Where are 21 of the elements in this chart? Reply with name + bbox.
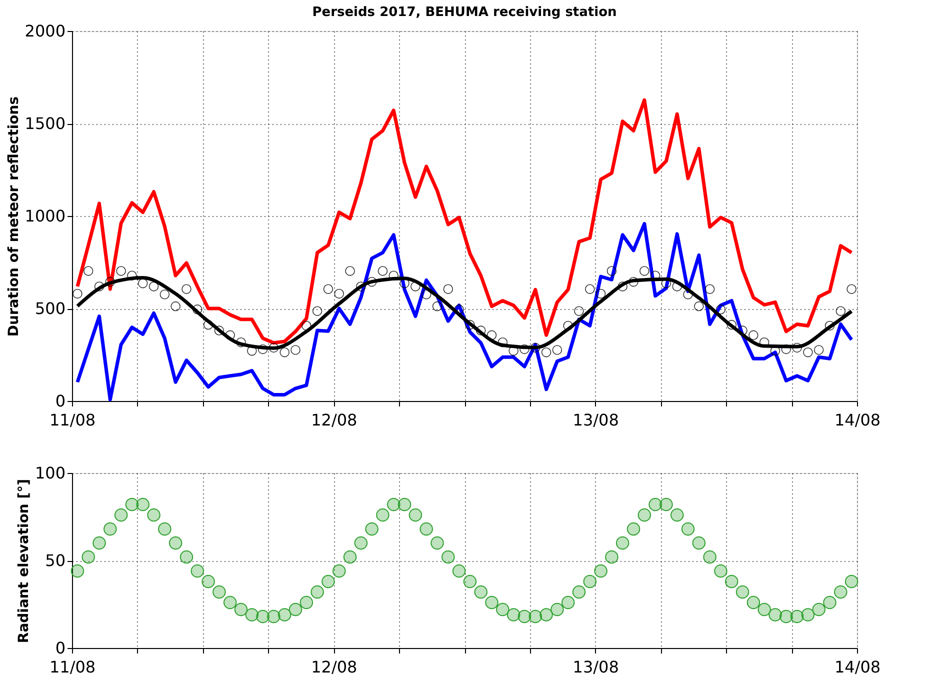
y-tick-label: 0 bbox=[55, 392, 66, 410]
x-tick-label: 14/08 bbox=[834, 410, 881, 430]
x-tick-label: 12/08 bbox=[311, 658, 358, 676]
x-tick-label: 11/08 bbox=[49, 410, 96, 430]
line-series bbox=[76, 222, 854, 402]
y-tick-label: 100 bbox=[34, 464, 66, 482]
x-tick-label: 12/08 bbox=[311, 410, 358, 430]
chart-title: Perseids 2017, BEHUMA receiving station bbox=[312, 5, 617, 20]
y-axis-title: Radiant elevation [°] bbox=[16, 478, 32, 644]
y-axis-title: Duration of meteor reflections bbox=[6, 96, 22, 337]
x-tick-label: 13/08 bbox=[572, 658, 619, 676]
y-tick-label: 2000 bbox=[24, 22, 66, 40]
y-tick-label: 1000 bbox=[24, 206, 66, 226]
x-tick-label: 13/08 bbox=[572, 410, 619, 430]
y-tick-label: 1500 bbox=[24, 114, 66, 133]
y-tick-label: 0 bbox=[55, 638, 66, 658]
line-series bbox=[76, 98, 854, 345]
x-tick-label: 11/08 bbox=[49, 658, 96, 676]
y-tick-label: 500 bbox=[34, 299, 66, 318]
x-tick-label: 14/08 bbox=[834, 658, 881, 676]
y-tick-label: 50 bbox=[45, 551, 66, 570]
